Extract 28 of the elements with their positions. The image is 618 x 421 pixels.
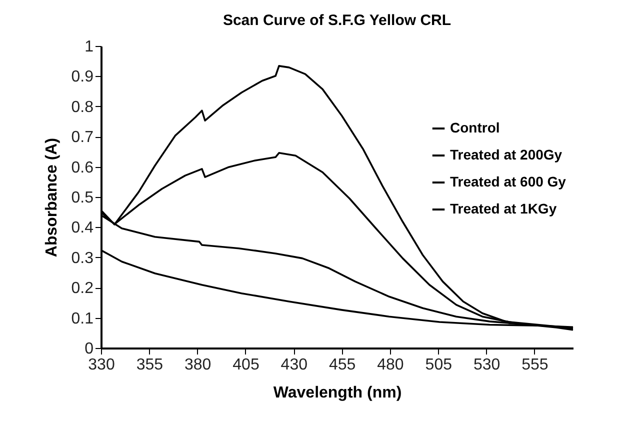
y-tick-label: 0 [84,340,94,358]
legend-label: Control [450,120,500,136]
x-tick-label: 330 [88,356,115,374]
legend-label: Treated at 600 Gy [450,174,566,190]
x-tick-label: 430 [280,356,308,374]
y-tick-label: 0.4 [71,220,94,237]
legend-label: Treated at 200Gy [450,146,562,162]
y-tick-label: 0.7 [71,129,94,146]
x-tick-label: 505 [425,356,452,374]
x-tick-label: 380 [184,356,212,374]
x-tick-label: 480 [377,356,404,374]
x-axis-title: Wavelength (nm) [273,384,402,402]
y-tick-label: 0.8 [71,98,94,116]
chart-title: Scan Curve of S.F.G Yellow CRL [222,12,452,29]
y-tick-label: 0.9 [71,68,94,86]
y-axis-title: Absorbance (A) [43,138,60,258]
y-tick-label: 0.6 [71,159,94,176]
x-tick-label: 405 [232,356,260,374]
x-tick-label: 555 [522,356,548,374]
x-tick-label: 355 [136,356,164,374]
legend-label: Treated at 1KGy [450,200,557,216]
y-tick-label: 1 [84,38,94,56]
y-tick-label: 0.3 [71,250,94,267]
x-tick-label: 530 [473,356,500,374]
y-tick-label: 0.1 [71,310,94,328]
x-tick-label: 455 [328,356,356,374]
y-tick-label: 0.2 [71,280,94,298]
y-tick-label: 0.5 [71,190,94,206]
